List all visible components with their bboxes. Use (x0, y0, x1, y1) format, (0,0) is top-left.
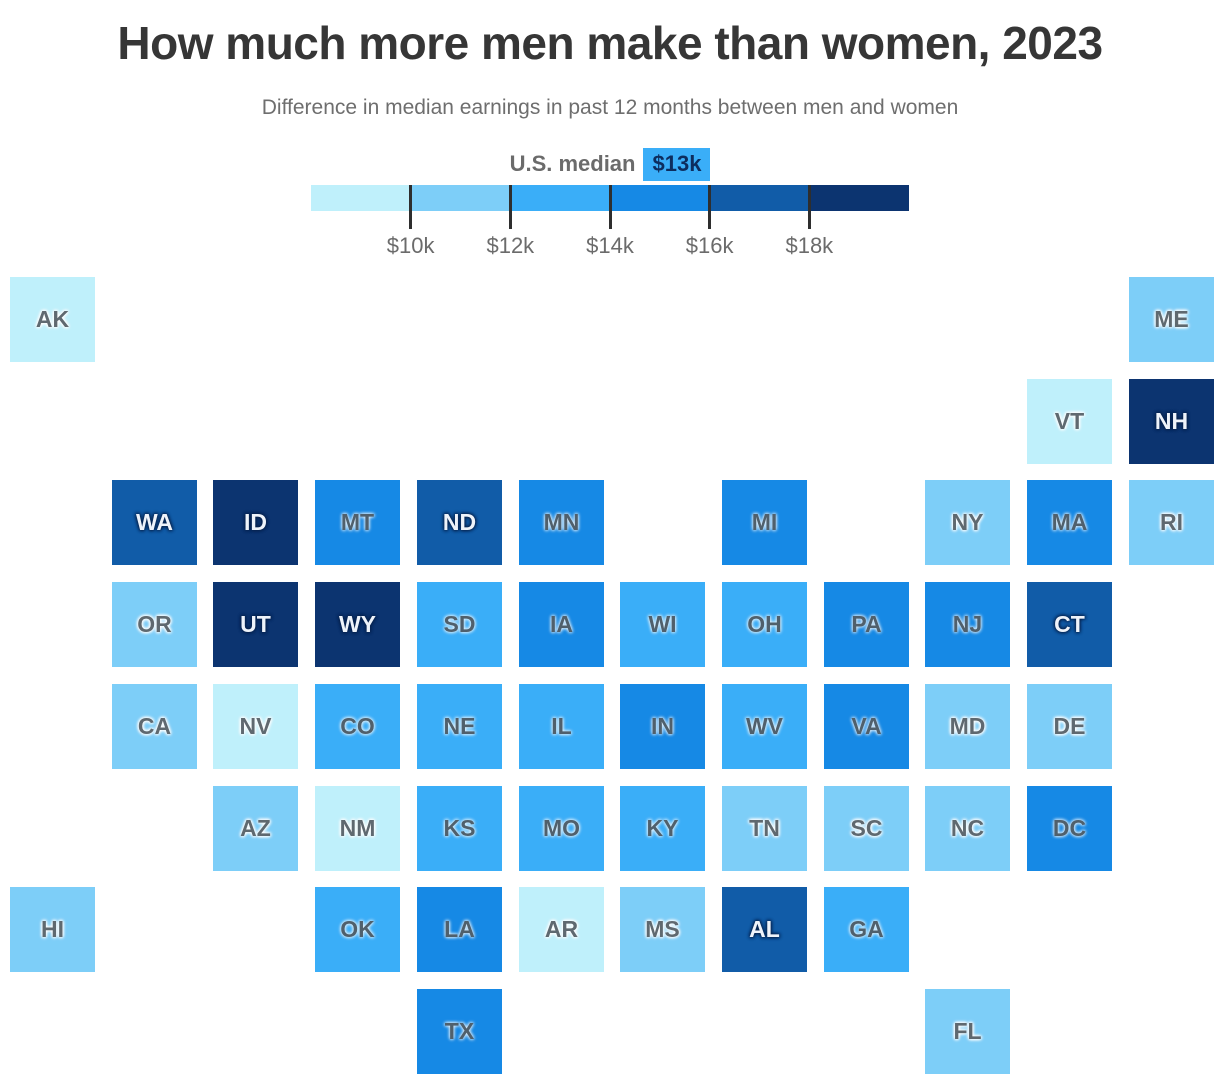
state-tile-ct[interactable]: CT (1027, 582, 1112, 667)
state-tile-nm[interactable]: NM (315, 786, 400, 871)
state-tile-nc[interactable]: NC (925, 786, 1010, 871)
state-tile-fl[interactable]: FL (925, 989, 1010, 1074)
state-tile-pa[interactable]: PA (824, 582, 909, 667)
state-tile-ok[interactable]: OK (315, 887, 400, 972)
state-tile-mo[interactable]: MO (519, 786, 604, 871)
state-tile-va[interactable]: VA (824, 684, 909, 769)
state-tile-ms[interactable]: MS (620, 887, 705, 972)
us-median-label: U.S. median (509, 151, 636, 176)
legend-color-bar (311, 185, 910, 211)
state-tile-wi[interactable]: WI (620, 582, 705, 667)
state-tile-ak[interactable]: AK (10, 277, 95, 362)
state-tile-dc[interactable]: DC (1027, 786, 1112, 871)
state-tile-hi[interactable]: HI (10, 887, 95, 972)
legend-color-segment (510, 185, 611, 211)
state-tile-me[interactable]: ME (1129, 277, 1214, 362)
legend-color-segment (809, 185, 910, 211)
state-tile-mn[interactable]: MN (519, 480, 604, 565)
state-tile-wa[interactable]: WA (112, 480, 197, 565)
state-tile-ne[interactable]: NE (417, 684, 502, 769)
legend-color-segment (410, 185, 511, 211)
state-tile-tn[interactable]: TN (722, 786, 807, 871)
legend-color-segment (311, 185, 411, 211)
page-title: How much more men make than women, 2023 (117, 17, 1103, 69)
legend-header: U.S. median $13k (0, 148, 1220, 181)
state-tile-mi[interactable]: MI (722, 480, 807, 565)
state-tile-ut[interactable]: UT (213, 582, 298, 667)
state-tile-nh[interactable]: NH (1129, 379, 1214, 464)
state-tile-de[interactable]: DE (1027, 684, 1112, 769)
state-tile-nv[interactable]: NV (213, 684, 298, 769)
state-tile-nd[interactable]: ND (417, 480, 502, 565)
us-median-value-badge: $13k (643, 148, 711, 181)
state-tile-wv[interactable]: WV (722, 684, 807, 769)
state-tile-mt[interactable]: MT (315, 480, 400, 565)
state-tile-or[interactable]: OR (112, 582, 197, 667)
state-tile-nj[interactable]: NJ (925, 582, 1010, 667)
state-tile-ny[interactable]: NY (925, 480, 1010, 565)
state-tile-ca[interactable]: CA (112, 684, 197, 769)
state-tile-sd[interactable]: SD (417, 582, 502, 667)
state-tile-ga[interactable]: GA (824, 887, 909, 972)
state-tile-ks[interactable]: KS (417, 786, 502, 871)
state-tile-il[interactable]: IL (519, 684, 604, 769)
page-subtitle: Difference in median earnings in past 12… (261, 96, 959, 119)
state-tile-vt[interactable]: VT (1027, 379, 1112, 464)
state-tile-tx[interactable]: TX (417, 989, 502, 1074)
state-tile-co[interactable]: CO (315, 684, 400, 769)
state-tile-la[interactable]: LA (417, 887, 502, 972)
legend-color-segment (610, 185, 710, 211)
state-tile-wy[interactable]: WY (315, 582, 400, 667)
legend-color-segment (709, 185, 810, 211)
state-tile-id[interactable]: ID (213, 480, 298, 565)
state-tile-ri[interactable]: RI (1129, 480, 1214, 565)
state-tile-al[interactable]: AL (722, 887, 807, 972)
state-tile-md[interactable]: MD (925, 684, 1010, 769)
state-tile-in[interactable]: IN (620, 684, 705, 769)
state-tile-ia[interactable]: IA (519, 582, 604, 667)
state-tile-ar[interactable]: AR (519, 887, 604, 972)
state-tile-ky[interactable]: KY (620, 786, 705, 871)
state-tile-az[interactable]: AZ (213, 786, 298, 871)
state-tile-oh[interactable]: OH (722, 582, 807, 667)
state-tile-sc[interactable]: SC (824, 786, 909, 871)
state-tile-ma[interactable]: MA (1027, 480, 1112, 565)
